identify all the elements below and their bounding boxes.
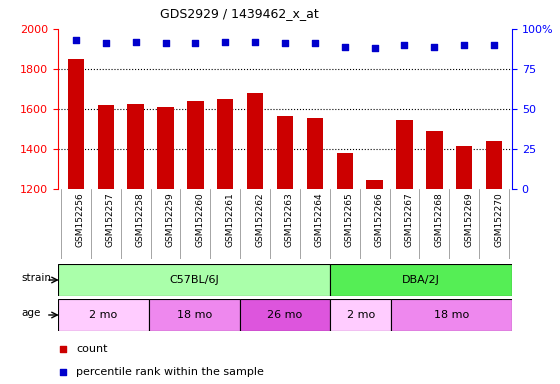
Text: count: count [76, 344, 108, 354]
Text: GSM152259: GSM152259 [166, 192, 175, 247]
Text: GDS2929 / 1439462_x_at: GDS2929 / 1439462_x_at [160, 8, 319, 20]
Text: GSM152262: GSM152262 [255, 192, 264, 247]
Text: GSM152268: GSM152268 [435, 192, 444, 247]
Bar [396, 120, 413, 189]
Bar [307, 118, 323, 189]
Point [221, 39, 230, 45]
Bar [337, 153, 353, 189]
Bar [58, 299, 149, 331]
Bar [128, 104, 144, 189]
Text: 2 mo: 2 mo [89, 310, 118, 320]
Point [251, 39, 260, 45]
Point [430, 43, 439, 50]
Bar [330, 264, 512, 296]
Bar [456, 146, 473, 189]
Text: 18 mo: 18 mo [434, 310, 469, 320]
Point [310, 40, 319, 46]
Text: GSM152258: GSM152258 [136, 192, 144, 247]
Text: C57BL/6J: C57BL/6J [169, 275, 219, 285]
Text: GSM152266: GSM152266 [375, 192, 384, 247]
Point [370, 45, 379, 51]
Point [400, 42, 409, 48]
Text: DBA/2J: DBA/2J [402, 275, 440, 285]
Point [131, 39, 140, 45]
Text: GSM152264: GSM152264 [315, 192, 324, 247]
Bar [366, 180, 383, 189]
Bar [426, 131, 442, 189]
Text: 26 mo: 26 mo [267, 310, 302, 320]
Bar [149, 299, 240, 331]
Bar [277, 116, 293, 189]
Point [340, 43, 349, 50]
Text: GSM152270: GSM152270 [494, 192, 503, 247]
Text: GSM152267: GSM152267 [404, 192, 413, 247]
Text: GSM152257: GSM152257 [106, 192, 115, 247]
Bar [97, 105, 114, 189]
Text: GSM152261: GSM152261 [225, 192, 234, 247]
Point [460, 42, 469, 48]
Text: 18 mo: 18 mo [176, 310, 212, 320]
Bar [247, 93, 263, 189]
Text: percentile rank within the sample: percentile rank within the sample [76, 367, 264, 377]
Point [161, 40, 170, 46]
Bar [58, 264, 330, 296]
Text: age: age [21, 308, 40, 318]
Text: GSM152263: GSM152263 [285, 192, 294, 247]
Text: GSM152256: GSM152256 [76, 192, 85, 247]
Point [72, 37, 81, 43]
Bar [486, 141, 502, 189]
Bar [187, 101, 204, 189]
Bar [240, 299, 330, 331]
Text: 2 mo: 2 mo [347, 310, 375, 320]
Bar [330, 299, 391, 331]
Text: GSM152260: GSM152260 [195, 192, 204, 247]
Text: GSM152269: GSM152269 [464, 192, 473, 247]
Point [101, 40, 110, 46]
Bar [391, 299, 512, 331]
Point [322, 282, 331, 288]
Bar [217, 99, 234, 189]
Point [281, 40, 290, 46]
Point [191, 40, 200, 46]
Text: strain: strain [21, 273, 52, 283]
Text: GSM152265: GSM152265 [345, 192, 354, 247]
Bar [68, 59, 84, 189]
Bar [157, 107, 174, 189]
Point [489, 42, 498, 48]
Point [322, 77, 331, 83]
